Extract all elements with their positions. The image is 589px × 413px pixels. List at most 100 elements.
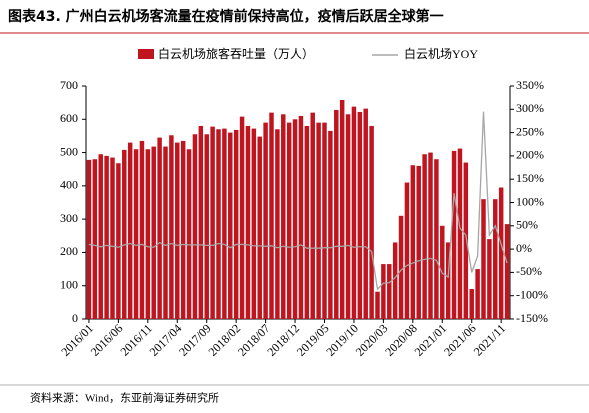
y2-tick-label: 300% <box>516 101 544 115</box>
bar <box>86 159 92 319</box>
bar <box>251 128 257 319</box>
y2-tick-label: 0% <box>516 241 532 255</box>
bar <box>151 146 156 319</box>
y-tick-label: 300 <box>60 211 78 225</box>
bar <box>475 269 480 319</box>
y-tick-label: 100 <box>60 277 78 291</box>
bar <box>457 148 463 319</box>
bar <box>180 140 186 319</box>
bar <box>104 155 109 319</box>
y2-tick-label: -150% <box>516 311 548 325</box>
bar <box>239 116 245 319</box>
bar <box>363 108 368 320</box>
bar <box>434 159 439 319</box>
x-tick-label: 2018/02 <box>206 321 244 359</box>
x-tick-label: 2021/01 <box>412 321 450 359</box>
x-tick-label: 2021/06 <box>441 321 479 359</box>
y-tick-label: 500 <box>60 144 78 158</box>
bar <box>204 134 209 319</box>
bar <box>451 150 457 319</box>
bar <box>392 242 398 319</box>
bar <box>375 291 380 319</box>
y2-tick-label: 150% <box>516 171 544 185</box>
bar <box>445 242 451 319</box>
bar <box>263 122 268 319</box>
x-tick-label: 2019/05 <box>294 321 332 359</box>
x-tick-label: 2016/01 <box>58 321 96 359</box>
bar <box>145 149 151 319</box>
x-tick-label: 2017/09 <box>176 321 214 359</box>
bar <box>334 109 339 319</box>
bar <box>163 146 168 319</box>
bar <box>345 114 351 320</box>
bar <box>127 142 133 319</box>
y-tick-label: 400 <box>60 178 78 192</box>
bar <box>245 125 251 319</box>
bar <box>175 142 180 319</box>
bar <box>210 126 215 319</box>
x-tick-label: 2020/03 <box>353 321 391 359</box>
bar <box>498 187 504 319</box>
bar <box>228 132 233 319</box>
bar <box>281 114 286 320</box>
bar <box>422 154 427 319</box>
x-tick-label: 2020/08 <box>382 321 420 359</box>
bar <box>328 130 333 319</box>
bar <box>169 135 174 319</box>
bar <box>269 112 274 319</box>
source: 资料来源：Wind，东亚前海证券研究所 <box>30 391 219 405</box>
bar <box>463 162 469 319</box>
bar <box>398 215 404 319</box>
x-tick-label: 2021/11 <box>471 321 508 358</box>
y-tick-label: 600 <box>60 111 78 125</box>
bar <box>493 199 498 319</box>
chart-title: 图表43. 广州白云机场客流量在疫情前保持高位，疫情后跃居全球第一 <box>8 8 444 25</box>
bar <box>351 106 357 319</box>
bar <box>428 152 433 319</box>
bar <box>286 122 292 319</box>
y2-tick-label: 50% <box>516 218 538 232</box>
x-tick-label: 2018/12 <box>264 321 302 359</box>
bar <box>381 264 386 319</box>
bar <box>404 182 410 319</box>
bar <box>122 149 127 319</box>
bar <box>504 224 510 319</box>
bar <box>292 119 298 320</box>
bar <box>192 134 198 319</box>
bar <box>98 154 103 319</box>
bar <box>369 125 374 319</box>
bar <box>275 129 280 319</box>
bar <box>316 122 321 319</box>
bar <box>92 159 98 319</box>
y2-tick-label: 200% <box>516 148 544 162</box>
bar <box>116 163 121 319</box>
bar <box>304 125 310 319</box>
bar <box>481 199 486 319</box>
bar <box>110 157 115 319</box>
y2-tick-label: 350% <box>516 78 544 92</box>
legend-label: 白云机场旅客吞吐量（万人） <box>158 46 314 61</box>
y2-tick-label: 250% <box>516 124 544 138</box>
legend-swatch <box>138 49 154 59</box>
x-tick-label: 2018/07 <box>235 321 273 359</box>
x-tick-label: 2016/06 <box>88 321 126 359</box>
bar <box>322 122 327 319</box>
y-tick-label: 700 <box>60 78 78 92</box>
bar <box>139 140 145 319</box>
legend-label: 白云机场YOY <box>404 46 478 61</box>
x-tick-label: 2017/04 <box>147 321 185 359</box>
bar <box>469 289 474 319</box>
bar <box>339 99 345 319</box>
bar <box>216 129 221 319</box>
y2-tick-label: -100% <box>516 287 548 301</box>
bar <box>133 149 139 319</box>
bar <box>257 136 262 319</box>
bar <box>186 149 192 319</box>
bar <box>198 125 204 319</box>
bar <box>410 165 416 319</box>
bar <box>298 115 304 319</box>
bar <box>387 264 392 319</box>
bar <box>310 112 315 319</box>
y2-tick-label: 100% <box>516 194 544 208</box>
